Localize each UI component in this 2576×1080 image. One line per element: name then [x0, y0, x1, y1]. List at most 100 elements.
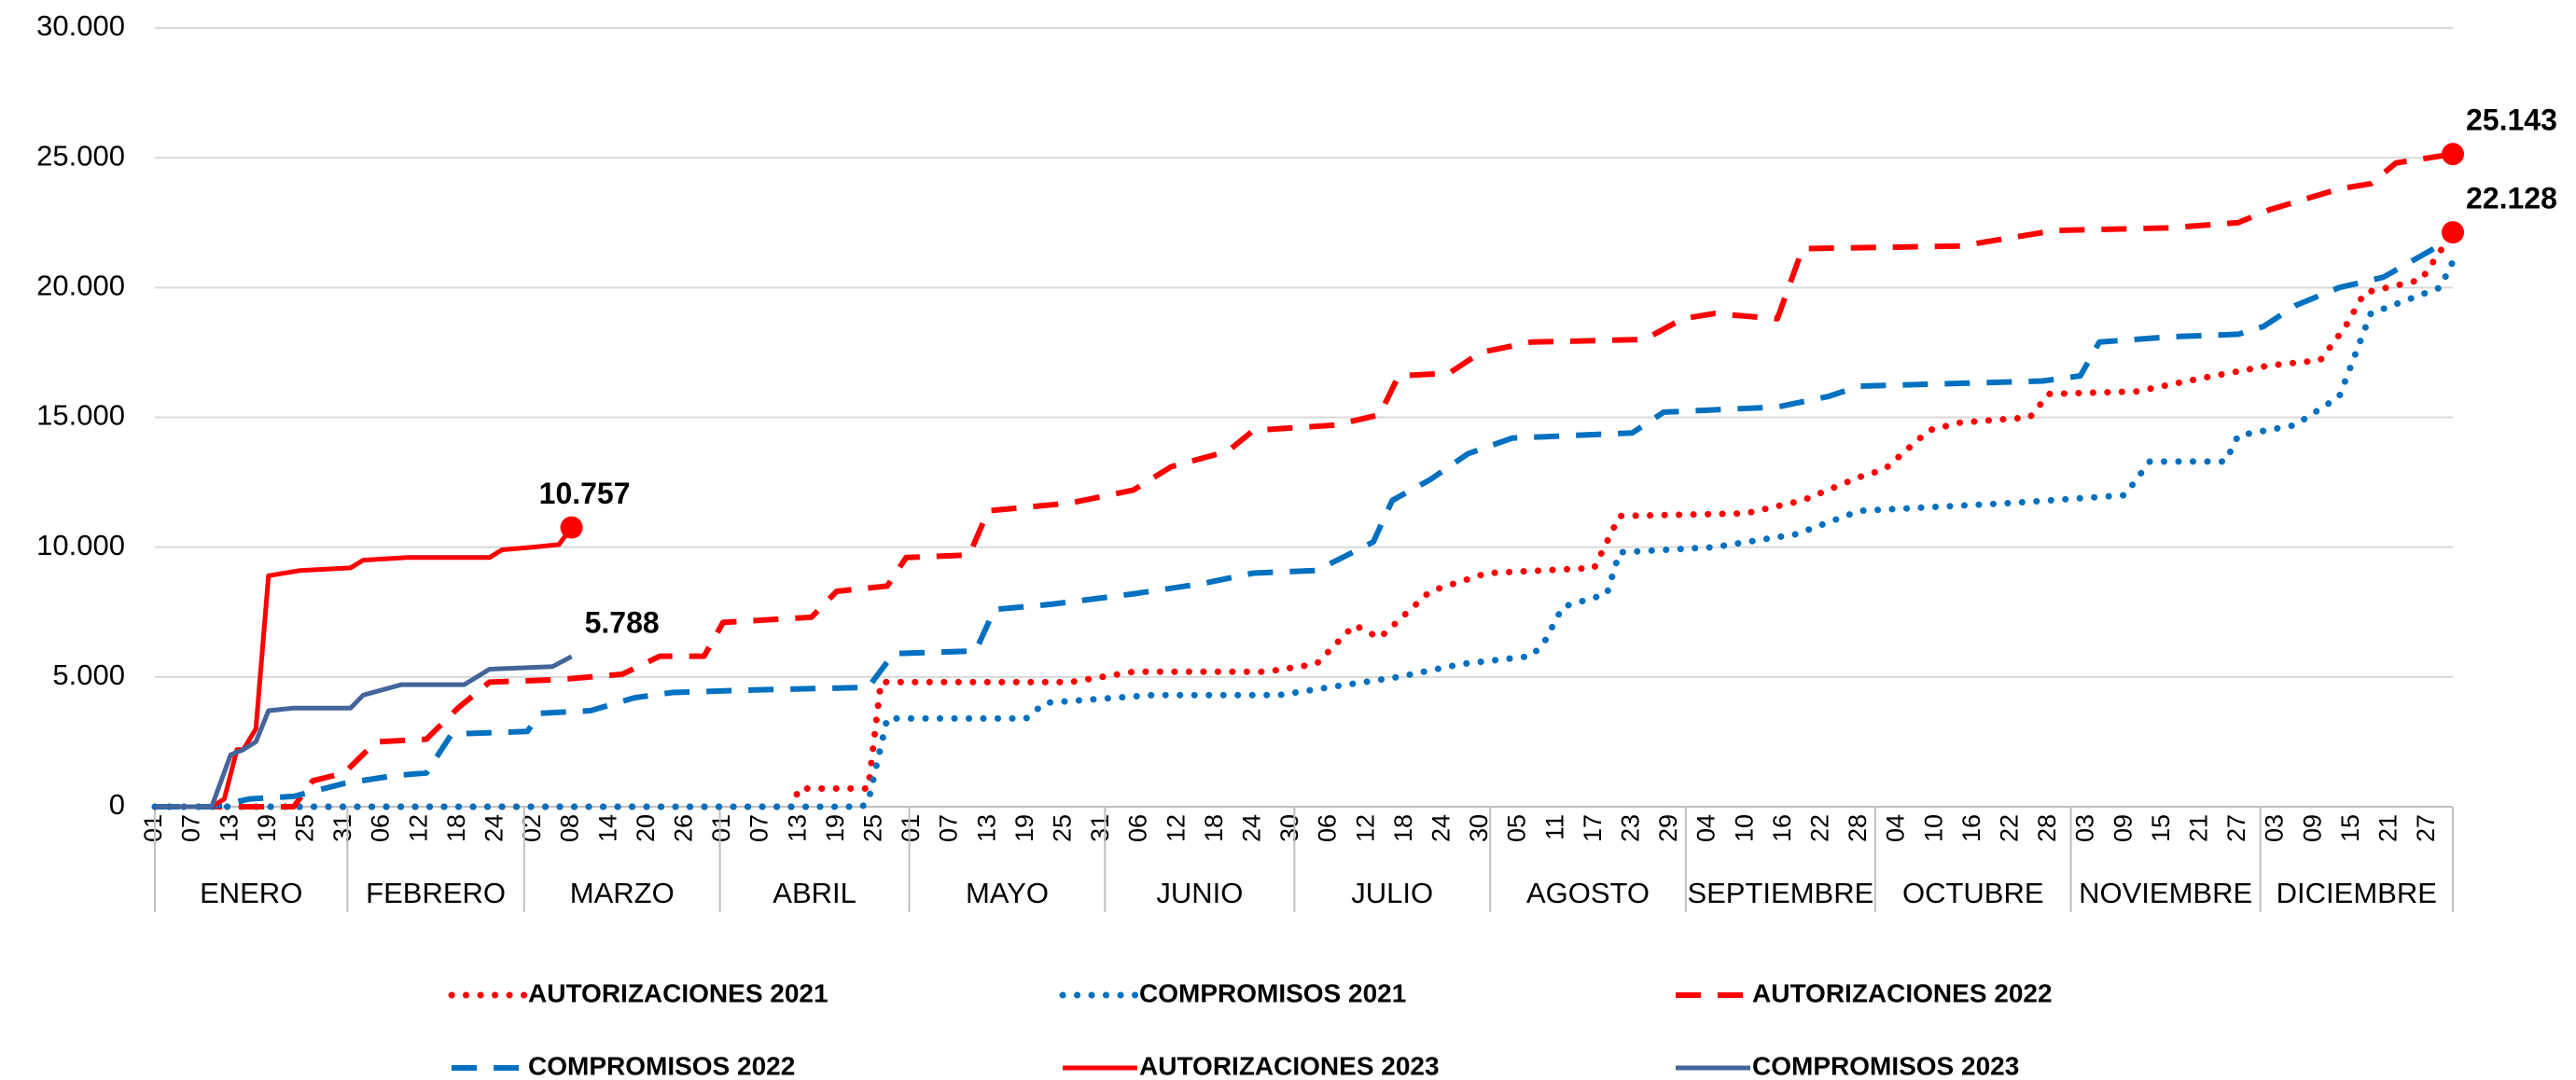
x-tick-label: 31: [1086, 814, 1114, 842]
x-tick-label: 24: [1237, 814, 1265, 842]
legend-label: COMPROMISOS 2022: [528, 1051, 795, 1080]
x-tick-label: 21: [2184, 814, 2212, 842]
x-tick-label: 12: [1162, 814, 1190, 842]
x-tick-label: 26: [670, 814, 698, 842]
x-tick-label: 19: [1010, 814, 1038, 842]
x-tick-label: 07: [935, 814, 963, 842]
series-line: [155, 526, 574, 810]
month-label: DICIEMBRE: [2277, 877, 2437, 909]
x-tick-label: 13: [783, 814, 811, 842]
y-tick-label: 20.000: [36, 270, 125, 302]
value-label: 22.128: [2466, 182, 2557, 215]
x-tick-label: 07: [745, 814, 773, 842]
value-label: 5.788: [585, 605, 660, 639]
month-label: FEBRERO: [366, 877, 506, 909]
x-tick-label: 13: [215, 814, 243, 842]
legend-label: AUTORIZACIONES 2022: [1752, 978, 2053, 1007]
month-label: AGOSTO: [1526, 877, 1650, 909]
x-tick-label: 23: [1616, 814, 1644, 842]
x-tick-label: 04: [1692, 814, 1720, 842]
x-tick-label: 06: [1124, 814, 1152, 842]
month-label: SEPTIEMBRE: [1687, 877, 1873, 909]
y-tick-label: 0: [109, 788, 125, 821]
x-tick-label: 14: [593, 814, 621, 842]
x-tick-label: 29: [1654, 814, 1682, 842]
series-line: [151, 228, 2457, 810]
x-tick-label: 19: [253, 814, 281, 842]
x-tick-label: 13: [972, 814, 1000, 842]
series-line: [151, 258, 2457, 810]
x-tick-label: 03: [2261, 814, 2289, 842]
x-tick-label: 18: [1389, 814, 1417, 842]
x-tick-label: 03: [2071, 814, 2099, 842]
value-label: 25.143: [2466, 104, 2557, 137]
x-tick-label: 06: [1314, 814, 1342, 842]
x-tick-label: 16: [1768, 814, 1796, 842]
x-tick-label: 24: [480, 814, 508, 842]
month-label: MARZO: [570, 877, 675, 909]
month-label: OCTUBRE: [1902, 877, 2044, 909]
month-label: JUNIO: [1156, 877, 1243, 909]
y-tick-label: 25.000: [36, 139, 125, 172]
legend-label: AUTORIZACIONES 2021: [528, 978, 828, 1007]
x-tick-label: 02: [518, 814, 546, 842]
x-tick-label: 10: [1919, 814, 1947, 842]
x-tick-label: 17: [1579, 814, 1607, 842]
x-tick-label: 28: [1844, 814, 1872, 842]
x-tick-label: 15: [2147, 814, 2175, 842]
x-tick-label: 01: [139, 814, 167, 842]
month-label: ABRIL: [773, 877, 856, 909]
x-tick-label: 22: [1805, 814, 1833, 842]
x-tick-label: 05: [1503, 814, 1531, 842]
series-line: [155, 245, 2436, 810]
x-tick-label: 06: [367, 814, 395, 842]
y-tick-label: 15.000: [36, 399, 125, 432]
x-tick-label: 01: [897, 814, 925, 842]
legend-label: AUTORIZACIONES 2023: [1139, 1051, 1440, 1080]
x-tick-label: 04: [1882, 814, 1910, 842]
x-tick-label: 18: [442, 814, 470, 842]
x-tick-label: 27: [2222, 814, 2250, 842]
month-label: MAYO: [966, 877, 1049, 909]
x-tick-label: 19: [821, 814, 849, 842]
month-label: JULIO: [1351, 877, 1433, 909]
x-tick-label: 27: [2412, 814, 2440, 842]
x-tick-label: 24: [1427, 814, 1455, 842]
legend-label: COMPROMISOS 2023: [1752, 1051, 2019, 1080]
x-tick-label: 01: [707, 814, 735, 842]
x-tick-label: 25: [291, 814, 319, 842]
series-line: [155, 151, 2454, 810]
value-label: 10.757: [539, 477, 631, 510]
x-tick-label: 16: [1957, 814, 1985, 842]
x-tick-label: 28: [2033, 814, 2061, 842]
x-tick-label: 21: [2374, 814, 2402, 842]
x-tick-label: 30: [1275, 814, 1303, 842]
x-tick-label: 10: [1730, 814, 1758, 842]
end-marker: [560, 516, 583, 539]
x-tick-label: 08: [556, 814, 584, 842]
x-tick-label: 22: [1995, 814, 2023, 842]
x-tick-label: 09: [2109, 814, 2137, 842]
x-tick-label: 30: [1465, 814, 1493, 842]
month-label: NOVIEMBRE: [2079, 877, 2252, 909]
end-marker: [2442, 221, 2464, 244]
x-tick-label: 07: [177, 814, 205, 842]
x-tick-label: 31: [328, 814, 356, 842]
x-tick-label: 15: [2336, 814, 2364, 842]
y-tick-label: 10.000: [36, 529, 125, 561]
x-tick-label: 25: [859, 814, 887, 842]
x-tick-label: 25: [1048, 814, 1076, 842]
x-tick-label: 09: [2298, 814, 2326, 842]
x-tick-label: 11: [1540, 814, 1568, 840]
y-tick-label: 5.000: [52, 658, 125, 691]
x-tick-label: 20: [632, 814, 660, 842]
x-tick-label: 18: [1200, 814, 1228, 842]
x-tick-label: 12: [404, 814, 432, 842]
series-line: [155, 654, 573, 810]
month-label: ENERO: [200, 877, 302, 909]
y-tick-label: 30.000: [36, 9, 125, 42]
end-marker: [2442, 143, 2464, 166]
x-tick-label: 12: [1351, 814, 1379, 842]
legend-label: COMPROMISOS 2021: [1139, 978, 1406, 1007]
